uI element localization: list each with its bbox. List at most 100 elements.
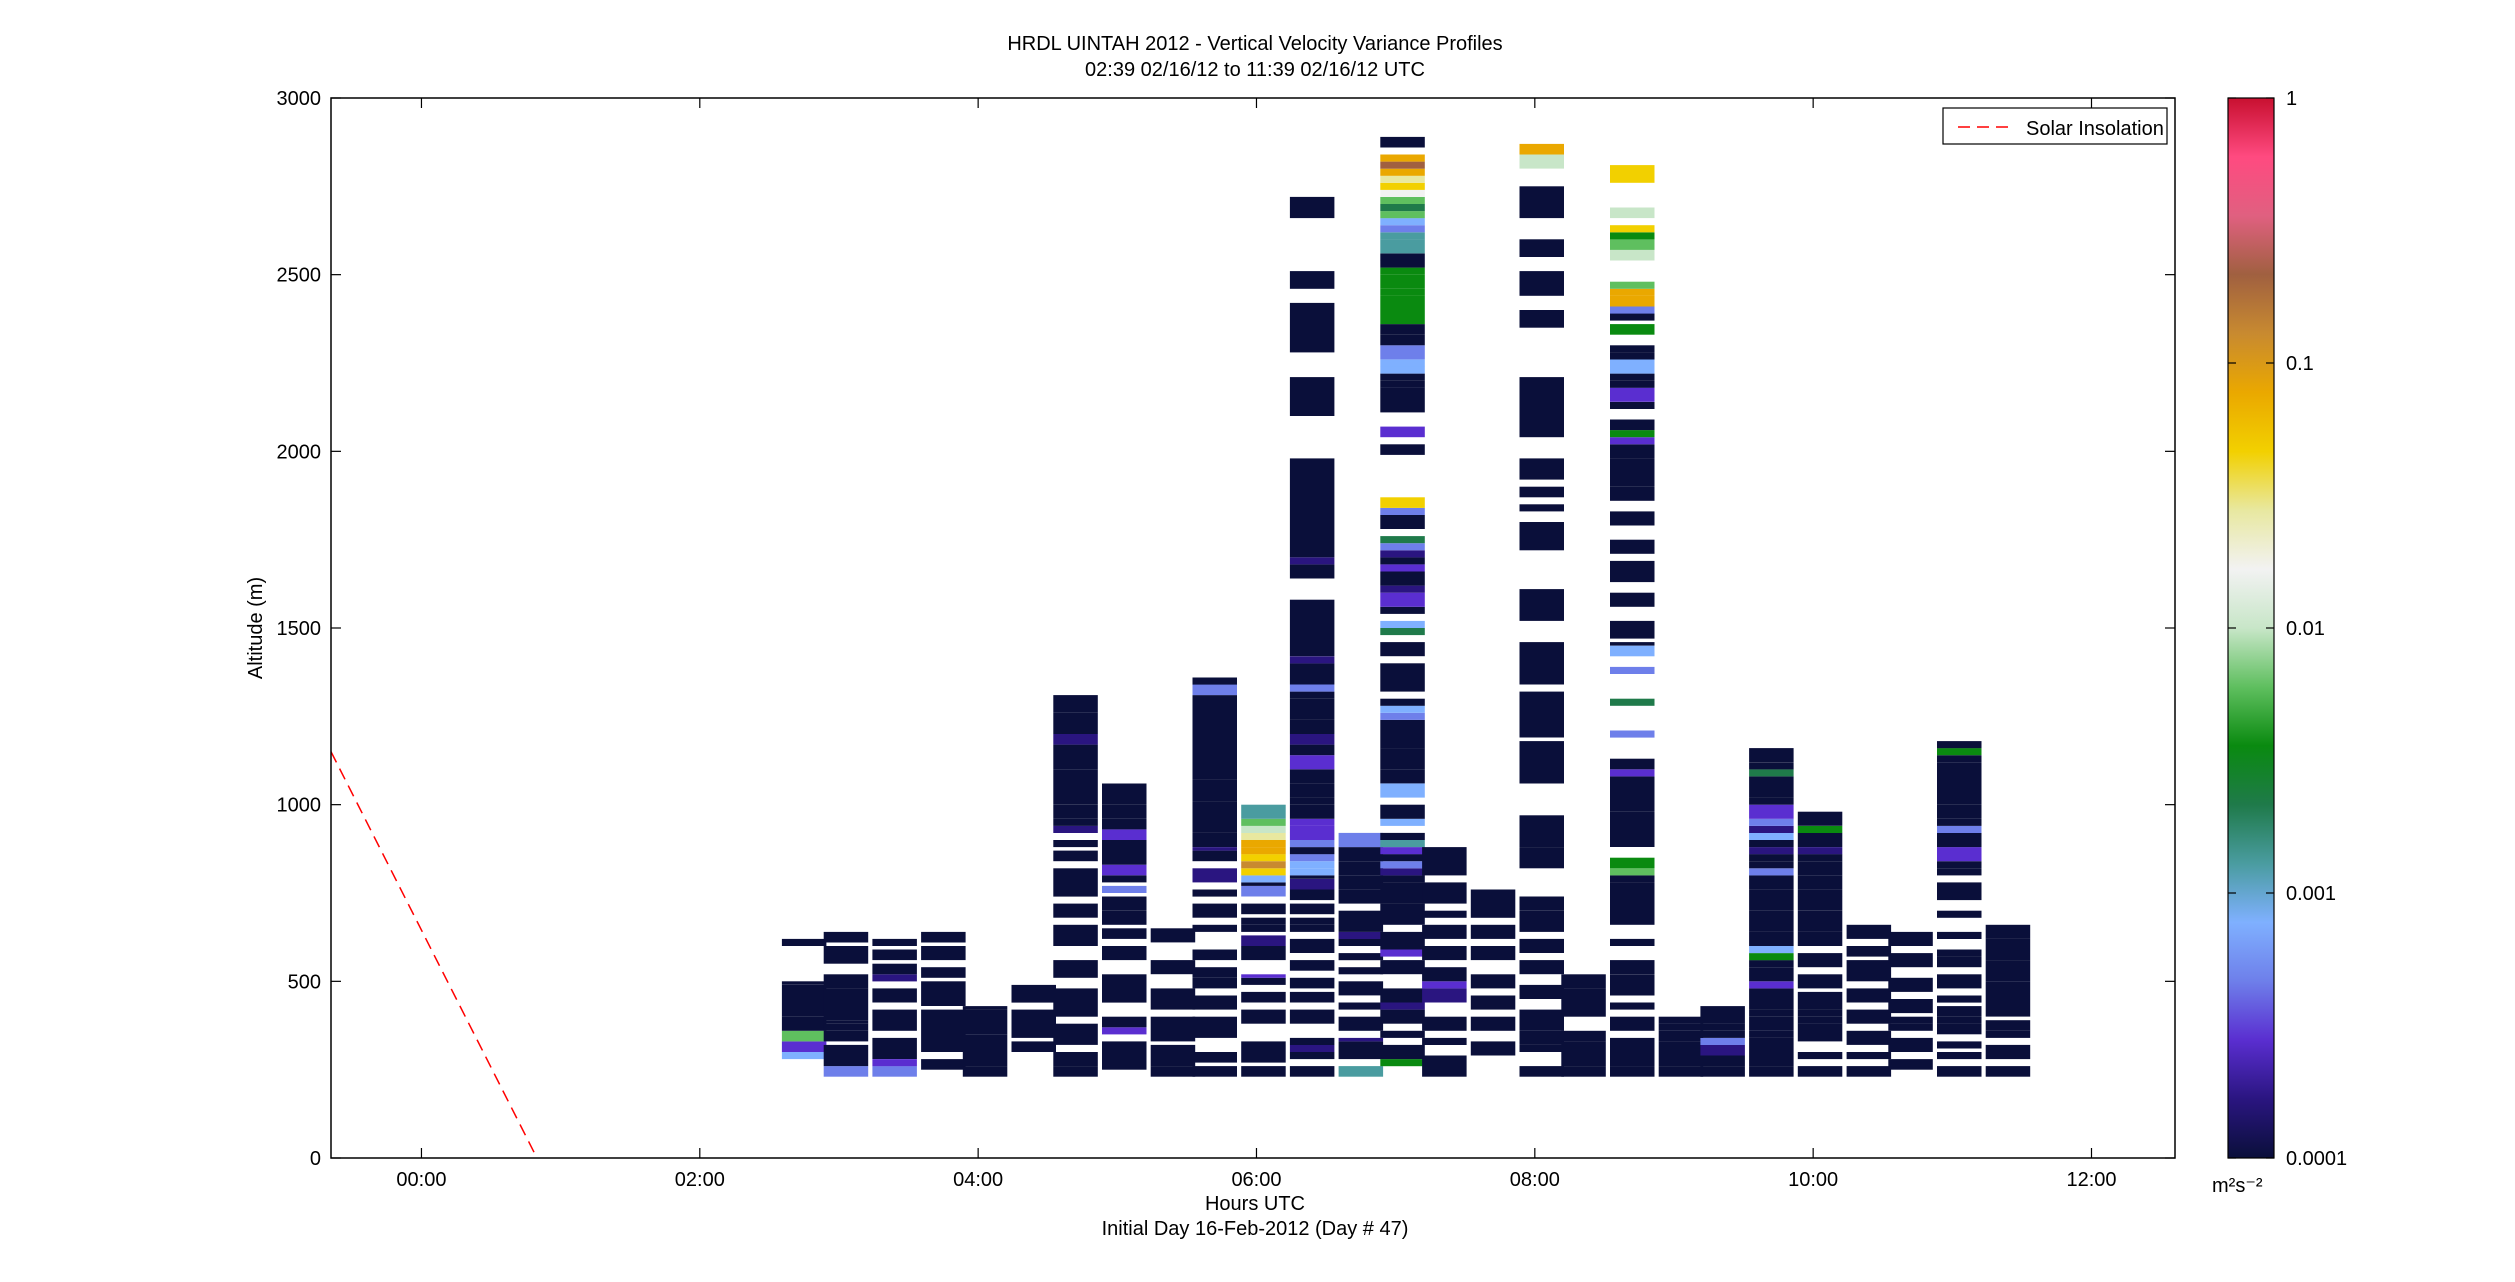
- heatmap-cell: [1241, 935, 1286, 946]
- heatmap-cell: [1846, 1009, 1892, 1024]
- heatmap-cell: [1380, 832, 1425, 840]
- heatmap-cell: [1797, 875, 1843, 890]
- x-tick-label: 12:00: [2066, 1169, 2116, 1191]
- heatmap-cell: [1985, 938, 2031, 961]
- heatmap-cell: [1519, 960, 1564, 975]
- heatmap-cell: [1011, 984, 1056, 1003]
- heatmap-cell: [1380, 274, 1425, 289]
- heatmap-cell: [1658, 1066, 1704, 1077]
- heatmap-cell: [1749, 953, 1794, 961]
- heatmap-cell: [1749, 776, 1794, 784]
- heatmap-cell: [1610, 288, 1655, 296]
- heatmap-cell: [1519, 522, 1564, 551]
- heatmap-cell: [1749, 861, 1794, 869]
- heatmap-cell: [1241, 804, 1286, 819]
- heatmap-cell: [1749, 875, 1794, 890]
- heatmap-cell: [1937, 882, 1982, 890]
- y-tick-label: 2000: [277, 441, 322, 463]
- heatmap-cell: [823, 1030, 869, 1042]
- heatmap-cell: [1519, 896, 1564, 911]
- heatmap-cell: [1289, 854, 1335, 862]
- heatmap-cell: [1937, 755, 1982, 763]
- legend-box: [1942, 107, 2168, 145]
- heatmap-cell: [1380, 1052, 1425, 1060]
- heatmap-cell: [1888, 977, 1933, 992]
- heatmap-cell: [1380, 239, 1425, 254]
- heatmap-cell: [1380, 543, 1425, 551]
- heatmap-cell: [1610, 373, 1655, 381]
- heatmap-cell: [1749, 995, 1794, 1010]
- colorbar: 1 0.1 0.01 0.001 0.0001 m²s⁻²: [2212, 88, 2347, 1197]
- heatmap-cell: [1380, 889, 1425, 897]
- heatmap-cell: [1380, 868, 1425, 876]
- heatmap-cell: [1380, 175, 1425, 183]
- heatmap-cell: [1380, 260, 1425, 268]
- heatmap-cell: [1102, 1027, 1147, 1035]
- heatmap-cell: [1380, 1009, 1425, 1024]
- heatmap-cell: [1519, 1030, 1564, 1045]
- heatmap-cell: [1192, 801, 1237, 833]
- heatmap-cell: [1380, 847, 1425, 855]
- heatmap-cell: [1610, 960, 1655, 975]
- heatmap-cell: [1610, 1016, 1655, 1031]
- heatmap-cell: [1937, 825, 1982, 833]
- heatmap-cell: [1289, 818, 1335, 826]
- heatmap-cell: [1658, 1016, 1704, 1024]
- heatmap-cell: [1380, 882, 1425, 890]
- heatmap-cell: [1749, 748, 1794, 763]
- heatmap-cell: [823, 1044, 869, 1052]
- legend-solar-insolation-label: Solar Insolation: [2026, 118, 2164, 140]
- heatmap-cell: [1380, 345, 1425, 360]
- heatmap-cell: [1241, 832, 1286, 840]
- heatmap-cell: [1338, 1002, 1384, 1010]
- heatmap-cell: [1192, 684, 1237, 696]
- heatmap-cell: [1610, 974, 1655, 996]
- heatmap-cell: [1422, 924, 1467, 939]
- heatmap-cell: [1289, 564, 1335, 579]
- heatmap-cell: [1610, 769, 1655, 777]
- heatmap-cell: [1380, 988, 1425, 1003]
- heatmap-cell: [1338, 1016, 1384, 1031]
- heatmap-cell: [1519, 741, 1564, 784]
- heatmap-cell: [1519, 815, 1564, 848]
- heatmap-cell: [1380, 875, 1425, 883]
- heatmap-cell: [1102, 840, 1147, 865]
- heatmap-cell: [1338, 938, 1384, 946]
- heatmap-cell: [1289, 878, 1335, 890]
- heatmap-cell: [1658, 1030, 1704, 1042]
- heatmap-cell: [1380, 196, 1425, 204]
- heatmap-cell: [1700, 1037, 1745, 1045]
- heatmap-cell: [1102, 1016, 1147, 1028]
- heatmap-cell: [1937, 840, 1982, 848]
- heatmap-cell: [1749, 854, 1794, 862]
- heatmap-cell: [1846, 1030, 1892, 1045]
- heatmap-cell: [1380, 818, 1425, 826]
- colorbar-unit-label: m²s⁻²: [2212, 1175, 2263, 1197]
- heatmap-cell: [1749, 762, 1794, 770]
- heatmap-cell: [1150, 960, 1196, 975]
- heatmap-cell: [1102, 875, 1147, 883]
- heatmap-cell: [1380, 232, 1425, 240]
- heatmap-cell: [1380, 211, 1425, 219]
- heatmap-cell: [1338, 953, 1384, 961]
- heatmap-cell: [872, 949, 917, 961]
- heatmap-cell: [1241, 825, 1286, 833]
- heatmap-cell: [1192, 924, 1237, 932]
- heatmap-cell: [1380, 628, 1425, 636]
- heatmap-cell: [1150, 928, 1196, 943]
- heatmap-cell: [1289, 656, 1335, 664]
- heatmap-cell: [1749, 1016, 1794, 1031]
- heatmap-cell: [781, 981, 827, 985]
- x-tick-label: 04:00: [953, 1169, 1003, 1191]
- heatmap-cell: [1700, 1066, 1745, 1077]
- heatmap-cell: [1241, 847, 1286, 855]
- heatmap-cell: [1192, 995, 1237, 1010]
- heatmap-cell: [1380, 804, 1425, 819]
- heatmap-cell: [1338, 861, 1384, 876]
- heatmap-cell: [1937, 783, 1982, 805]
- heatmap-cell: [1380, 1030, 1425, 1038]
- heatmap-cell: [1749, 889, 1794, 911]
- x-axis-label-secondary: Initial Day 16-Feb-2012 (Day # 47): [1102, 1218, 1409, 1240]
- heatmap-cell: [1380, 896, 1425, 904]
- y-tick-label: 3000: [277, 88, 322, 110]
